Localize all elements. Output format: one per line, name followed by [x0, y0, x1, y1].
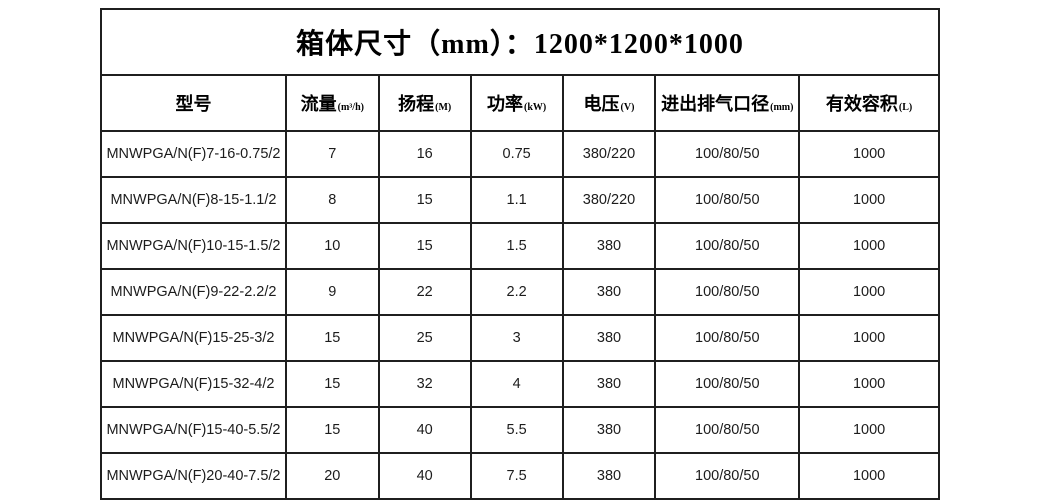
model-cell: MNWPGA/N(F)7-16-0.75/2	[101, 130, 287, 178]
column-header: 有效容积(L)	[798, 75, 939, 132]
table-title: 箱体尺寸（mm）：1200*1200*1000	[296, 29, 744, 60]
value-cell: 100/80/50	[654, 314, 801, 362]
model-cell: MNWPGA/N(F)8-15-1.1/2	[101, 176, 287, 224]
value-cell: 1000	[798, 406, 939, 454]
table-row: MNWPGA/N(F)10-15-1.5/2 10 15 1.5 380 100/80/5…	[101, 222, 939, 270]
value-cell: 380	[561, 406, 657, 454]
column-header-label: 有效容积	[825, 94, 898, 114]
value-cell: 100/80/50	[654, 268, 801, 316]
column-header-unit: (mm)	[770, 102, 794, 113]
value-cell: 1.1	[469, 176, 564, 224]
value-cell: 100/80/50	[654, 452, 801, 499]
model-cell: MNWPGA/N(F)15-25-3/2	[101, 314, 287, 362]
value-cell: 10	[284, 222, 380, 270]
value-cell: 380/220	[561, 130, 657, 178]
column-header-unit: (L)	[898, 102, 913, 113]
column-header-unit: (m³/h)	[337, 102, 364, 113]
table-row: MNWPGA/N(F)15-25-3/2 15 25 3 380 100/80/50 100…	[101, 314, 939, 362]
value-cell: 380	[561, 314, 657, 362]
column-header: 进出排气口径(mm)	[654, 75, 801, 132]
value-cell: 380	[561, 222, 657, 270]
value-cell: 22	[377, 268, 472, 316]
value-cell: 9	[284, 268, 380, 316]
column-header: 功率(kW)	[469, 75, 564, 132]
value-cell: 16	[377, 130, 472, 178]
value-cell: 4	[469, 360, 564, 408]
table-row: MNWPGA/N(F)15-32-4/2 15 32 4 380 100/80/50 100…	[101, 360, 939, 408]
column-header: 型号	[101, 75, 287, 132]
column-header-label: 电压	[583, 94, 620, 114]
model-cell: MNWPGA/N(F)20-40-7.5/2	[101, 452, 287, 499]
value-cell: 15	[377, 222, 472, 270]
table-row: MNWPGA/N(F)20-40-7.5/2 20 40 7.5 380 100/80/5…	[101, 452, 939, 499]
value-cell: 20	[284, 452, 380, 499]
value-cell: 5.5	[469, 406, 564, 454]
model-cell: MNWPGA/N(F)9-22-2.2/2	[101, 268, 287, 316]
value-cell: 100/80/50	[654, 130, 801, 178]
value-cell: 3	[469, 314, 564, 362]
value-cell: 1000	[798, 130, 939, 178]
column-header: 电压(V)	[561, 75, 657, 132]
column-header-label: 进出排气口径	[661, 94, 770, 114]
value-cell: 2.2	[469, 268, 564, 316]
table-header: 型号 流量(m³/h) 扬程(M) 功率(kW) 电压(V) 进出排气口径(mm) 有效容积…	[101, 75, 939, 132]
column-header-label: 功率	[487, 94, 524, 114]
table-body: MNWPGA/N(F)7-16-0.75/2 7 16 0.75 380/220 100/…	[101, 130, 939, 499]
column-header-label: 流量	[300, 94, 337, 114]
column-header-label: 型号	[175, 94, 212, 114]
column-header-unit: (V)	[620, 102, 635, 113]
table-title-row: 箱体尺寸（mm）：1200*1200*1000	[102, 10, 938, 76]
spec-table: 型号 流量(m³/h) 扬程(M) 功率(kW) 电压(V) 进出排气口径(mm) 有效容积…	[101, 75, 939, 499]
column-header-unit: (kW)	[524, 102, 547, 113]
value-cell: 15	[284, 406, 380, 454]
value-cell: 25	[377, 314, 472, 362]
value-cell: 100/80/50	[654, 222, 801, 270]
value-cell: 1000	[798, 222, 939, 270]
model-cell: MNWPGA/N(F)10-15-1.5/2	[101, 222, 287, 270]
value-cell: 15	[284, 360, 380, 408]
value-cell: 1000	[798, 176, 939, 224]
value-cell: 380	[561, 268, 657, 316]
value-cell: 15	[284, 314, 380, 362]
value-cell: 40	[377, 452, 472, 499]
value-cell: 15	[377, 176, 472, 224]
column-header-label: 扬程	[398, 94, 435, 114]
value-cell: 1000	[798, 268, 939, 316]
value-cell: 380	[561, 452, 657, 499]
value-cell: 380/220	[561, 176, 657, 224]
column-header: 流量(m³/h)	[284, 75, 380, 132]
value-cell: 1000	[798, 314, 939, 362]
table-row: MNWPGA/N(F)7-16-0.75/2 7 16 0.75 380/220 100/…	[101, 130, 939, 178]
value-cell: 100/80/50	[654, 406, 801, 454]
column-header-unit: (M)	[435, 102, 452, 113]
value-cell: 32	[377, 360, 472, 408]
model-cell: MNWPGA/N(F)15-40-5.5/2	[101, 406, 287, 454]
column-header: 扬程(M)	[377, 75, 472, 132]
value-cell: 0.75	[469, 130, 564, 178]
spec-sheet: 箱体尺寸（mm）：1200*1200*1000 型号 流量(m³/h) 扬程(M) 功…	[100, 8, 940, 500]
value-cell: 7	[284, 130, 380, 178]
value-cell: 100/80/50	[654, 360, 801, 408]
value-cell: 40	[377, 406, 472, 454]
header-row: 型号 流量(m³/h) 扬程(M) 功率(kW) 电压(V) 进出排气口径(mm) 有效容积…	[101, 75, 939, 132]
value-cell: 8	[284, 176, 380, 224]
value-cell: 100/80/50	[654, 176, 801, 224]
value-cell: 7.5	[469, 452, 564, 499]
table-row: MNWPGA/N(F)9-22-2.2/2 9 22 2.2 380 100/80/50 1…	[101, 268, 939, 316]
table-row: MNWPGA/N(F)15-40-5.5/2 15 40 5.5 380 100/80/5…	[101, 406, 939, 454]
value-cell: 1.5	[469, 222, 564, 270]
value-cell: 1000	[798, 452, 939, 499]
model-cell: MNWPGA/N(F)15-32-4/2	[101, 360, 287, 408]
value-cell: 380	[561, 360, 657, 408]
value-cell: 1000	[798, 360, 939, 408]
table-row: MNWPGA/N(F)8-15-1.1/2 8 15 1.1 380/220 100/80…	[101, 176, 939, 224]
